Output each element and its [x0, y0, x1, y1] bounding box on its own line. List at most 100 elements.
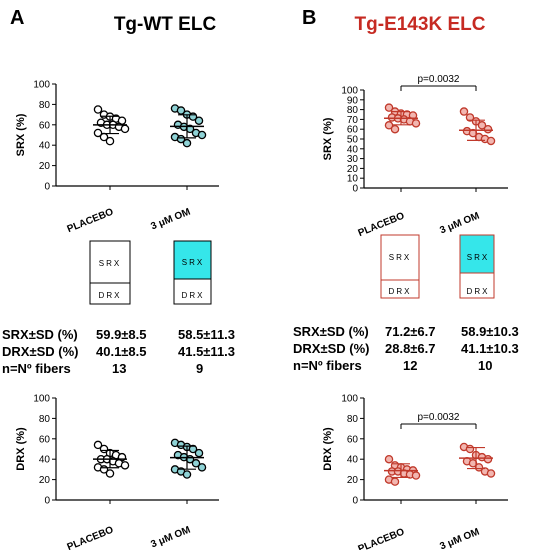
stats-wt-row3-placebo: 13	[112, 361, 126, 376]
data-point-1-8	[191, 459, 201, 468]
y-tick-label-40: 40	[347, 144, 359, 155]
y-tick-label-40: 40	[39, 455, 51, 466]
data-point-1-9	[486, 469, 496, 478]
significance-label: p=0.0032	[418, 74, 460, 85]
data-point-1-1	[465, 113, 475, 122]
box-mut-placebo-drx: DRX	[389, 287, 412, 296]
data-point-1-4	[194, 116, 204, 125]
y-tick-label-0: 0	[352, 496, 358, 507]
stats-mut-row3-placebo: 12	[403, 358, 417, 373]
data-point-0-0	[384, 103, 394, 112]
data-point-0-12	[105, 469, 115, 478]
stats-mut-row1-placebo: 71.2±6.7	[385, 324, 436, 339]
box-wt-om: SRX DRX	[173, 240, 212, 305]
chart-wt-drx: 0 20 40 60 80 100 PLACEBO 3 μM OM DRX (%)	[15, 394, 219, 550]
stats-wt: SRX±SD (%) 59.9±8.5 58.5±11.3 DRX±SD (%)…	[2, 327, 235, 376]
data-point-1-4	[483, 454, 493, 464]
y-tick-label-60: 60	[39, 434, 51, 445]
box-mut-om-srx: SRX	[467, 253, 489, 262]
panel-letter-b: B	[302, 7, 316, 29]
data-point-0-10	[93, 128, 103, 138]
data-point-0-0	[93, 105, 103, 114]
data-point-1-3	[188, 444, 198, 454]
data-point-0-0	[384, 454, 394, 464]
box-wt-placebo-drx: DRX	[99, 291, 122, 300]
stats-wt-row2-label: DRX±SD (%)	[2, 344, 78, 359]
y-tick-label-60: 60	[347, 125, 359, 136]
stats-mut-row2-label: DRX±SD (%)	[293, 341, 369, 356]
y-tick-label-80: 80	[347, 414, 359, 425]
data-point-0-9	[120, 124, 130, 134]
stats-mut-row1-om: 58.9±10.3	[461, 324, 519, 339]
stats-wt-row1-om: 58.5±11.3	[178, 327, 235, 342]
y-axis-label: DRX (%)	[322, 427, 334, 471]
y-tick-label-50: 50	[347, 135, 359, 146]
y-tick-label-100: 100	[341, 394, 358, 405]
y-tick-label-40: 40	[39, 141, 51, 152]
category-label-1: 3 μM OM	[438, 527, 481, 550]
data-point-0-9	[411, 119, 421, 128]
y-tick-label-70: 70	[347, 115, 359, 126]
box-mut-placebo: SRX DRX	[380, 234, 420, 299]
y-tick-label-80: 80	[39, 100, 51, 111]
y-tick-label-100: 100	[33, 394, 50, 405]
data-point-1-9	[197, 463, 207, 472]
y-axis-label: SRX (%)	[322, 117, 334, 160]
data-point-0-11	[390, 124, 400, 134]
y-tick-label-0: 0	[352, 184, 358, 195]
y-tick-label-10: 10	[347, 174, 359, 185]
data-point-1-0	[459, 107, 469, 116]
y-tick-label-80: 80	[39, 414, 51, 425]
stats-mut-row2-om: 41.1±10.3	[461, 341, 519, 356]
y-tick-label-40: 40	[347, 455, 359, 466]
chart-mut-drx: 0 20 40 60 80 100 PLACEBO 3 μM OM DRX (%) p=0.003…	[322, 394, 508, 550]
data-point-1-4	[194, 448, 204, 458]
data-point-0-11	[390, 477, 400, 486]
y-tick-label-100: 100	[341, 86, 358, 97]
y-tick-label-0: 0	[44, 496, 50, 507]
significance-label: p=0.0032	[418, 412, 460, 423]
panel-title-b: Tg-E143K ELC	[355, 14, 486, 35]
stats-mut: SRX±SD (%) 71.2±6.7 58.9±10.3 DRX±SD (%)…	[293, 324, 519, 373]
stats-mut-row1-label: SRX±SD (%)	[293, 324, 369, 339]
category-label-1: 3 μM OM	[438, 211, 481, 237]
data-point-1-1	[176, 106, 186, 115]
stats-wt-row3-om: 9	[196, 361, 203, 376]
box-wt-placebo: SRX DRX	[89, 240, 131, 305]
category-label-0: PLACEBO	[357, 527, 407, 550]
y-tick-label-20: 20	[39, 475, 51, 486]
category-label-0: PLACEBO	[66, 207, 116, 236]
data-point-0-12	[105, 136, 115, 146]
y-tick-label-30: 30	[347, 154, 359, 165]
category-label-0: PLACEBO	[66, 525, 116, 550]
stats-mut-row2-placebo: 28.8±6.7	[385, 341, 436, 356]
data-point-1-3	[477, 121, 487, 130]
stats-wt-row1-label: SRX±SD (%)	[2, 327, 78, 342]
y-tick-label-60: 60	[39, 120, 51, 131]
y-axis-label: DRX (%)	[15, 427, 27, 471]
data-point-1-9	[197, 130, 207, 140]
box-wt-placebo-srx: SRX	[99, 259, 121, 268]
y-tick-label-90: 90	[347, 95, 359, 106]
data-point-0-0	[93, 440, 103, 450]
panel-title-a: Tg-WT ELC	[114, 14, 217, 35]
stats-wt-row2-om: 41.5±11.3	[178, 344, 235, 359]
y-axis-label: SRX (%)	[15, 113, 27, 156]
stats-mut-row3-label: n=Nº fibers	[293, 358, 362, 373]
y-tick-label-60: 60	[347, 434, 359, 445]
box-wt-om-srx: SRX	[182, 258, 204, 267]
y-tick-label-80: 80	[347, 105, 359, 116]
y-tick-label-20: 20	[347, 164, 359, 175]
stats-wt-row1-placebo: 59.9±8.5	[96, 327, 147, 342]
chart-wt-srx: 0 20 40 60 80 100 PLACEBO 3 μM OM SRX (%)	[15, 80, 219, 236]
box-mut-om: SRX DRX	[459, 234, 495, 299]
category-label-1: 3 μM OM	[149, 525, 192, 550]
stats-mut-row3-om: 10	[478, 358, 492, 373]
data-point-1-4	[483, 124, 493, 134]
category-label-1: 3 μM OM	[149, 207, 192, 233]
y-tick-label-20: 20	[347, 475, 359, 486]
data-point-1-12	[182, 470, 192, 479]
data-point-1-9	[486, 136, 496, 146]
